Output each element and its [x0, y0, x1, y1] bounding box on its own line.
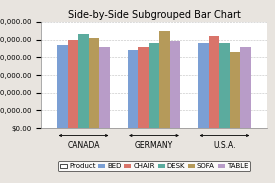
- Bar: [209, 36, 219, 128]
- Bar: [57, 45, 68, 128]
- Text: CANADA: CANADA: [67, 141, 100, 150]
- Bar: [89, 38, 99, 128]
- Bar: [160, 31, 170, 128]
- Legend: Product, BED, CHAIR, DESK, SOFA, TABLE: Product, BED, CHAIR, DESK, SOFA, TABLE: [58, 161, 250, 171]
- Bar: [198, 43, 208, 128]
- Text: U.S.A.: U.S.A.: [213, 141, 236, 150]
- Bar: [149, 43, 159, 128]
- Bar: [78, 34, 89, 128]
- Bar: [170, 41, 180, 128]
- Bar: [219, 43, 230, 128]
- Bar: [230, 52, 240, 128]
- Title: Side-by-Side Subgrouped Bar Chart: Side-by-Side Subgrouped Bar Chart: [68, 10, 240, 20]
- Bar: [128, 50, 138, 128]
- Bar: [100, 47, 110, 128]
- Text: GERMANY: GERMANY: [135, 141, 173, 150]
- Bar: [240, 47, 251, 128]
- Bar: [138, 47, 148, 128]
- Bar: [68, 40, 78, 128]
